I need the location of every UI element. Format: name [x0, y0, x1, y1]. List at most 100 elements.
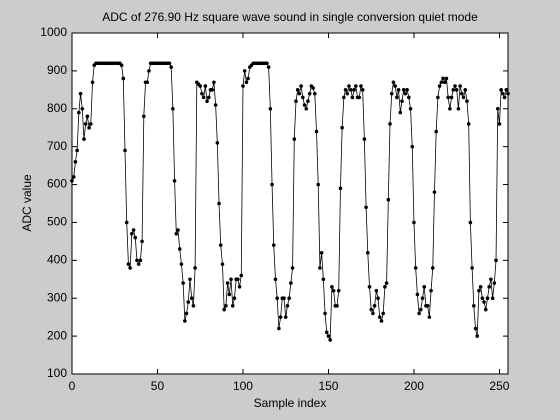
data-point — [212, 80, 216, 85]
data-point — [183, 319, 187, 323]
data-point — [177, 247, 182, 251]
data-point — [73, 160, 78, 164]
data-point — [492, 281, 497, 285]
data-point — [330, 285, 334, 289]
x-axis-label: Sample index — [254, 396, 327, 410]
data-point — [277, 326, 281, 331]
data-point — [307, 91, 312, 96]
data-point — [145, 80, 150, 85]
data-point — [304, 106, 309, 111]
data-point — [478, 285, 483, 289]
data-point — [407, 95, 411, 100]
data-point — [475, 334, 480, 338]
data-point — [470, 266, 474, 270]
data-point — [179, 262, 184, 266]
data-point — [289, 281, 293, 285]
data-point — [427, 315, 432, 319]
data-point — [314, 129, 319, 134]
y-tick-label: 700 — [47, 139, 67, 153]
data-point — [229, 277, 233, 282]
data-point — [396, 88, 401, 92]
data-point — [350, 95, 355, 100]
data-point — [391, 80, 396, 85]
data-point — [285, 304, 290, 308]
data-point — [295, 88, 300, 92]
data-point — [169, 65, 173, 69]
data-point — [465, 99, 469, 103]
data-point — [352, 88, 356, 92]
data-point — [365, 250, 370, 255]
data-point — [393, 84, 397, 88]
data-point — [439, 80, 444, 85]
data-point — [75, 148, 79, 153]
data-point — [410, 144, 415, 149]
data-point — [265, 61, 269, 66]
data-point — [434, 129, 438, 134]
data-point — [388, 122, 392, 126]
y-axis-label: ADC value — [20, 174, 34, 232]
data-point — [482, 300, 486, 304]
chart-title: ADC of 276.90 Hz square wave sound in si… — [102, 10, 478, 24]
data-point — [466, 122, 471, 126]
data-point — [312, 91, 317, 96]
data-point — [495, 106, 500, 111]
data-point — [236, 277, 240, 282]
x-tick-label: 250 — [489, 379, 509, 393]
data-point — [128, 266, 132, 270]
data-point — [290, 266, 295, 270]
data-point — [239, 273, 244, 278]
data-point — [453, 84, 457, 88]
y-tick-label: 900 — [47, 63, 67, 77]
data-point — [186, 300, 191, 304]
y-tick-label: 1000 — [40, 25, 67, 39]
data-point — [326, 334, 331, 338]
data-point — [77, 110, 81, 115]
x-tick-label: 0 — [69, 379, 76, 393]
data-point — [206, 95, 211, 100]
data-point — [473, 326, 478, 331]
data-point — [83, 122, 88, 126]
data-point — [338, 186, 343, 191]
data-point — [379, 319, 384, 323]
data-point — [432, 190, 437, 194]
data-point — [446, 95, 450, 100]
data-point — [354, 84, 358, 88]
data-point — [487, 285, 491, 289]
data-point — [126, 262, 131, 266]
data-point — [283, 315, 288, 319]
data-point — [422, 285, 427, 289]
data-point — [497, 122, 502, 126]
data-point — [400, 99, 404, 103]
data-point — [494, 258, 498, 263]
data-point — [490, 296, 495, 301]
data-point — [477, 288, 481, 293]
data-point — [451, 88, 456, 92]
data-point — [448, 106, 452, 111]
data-line — [71, 62, 509, 341]
data-point — [278, 315, 283, 319]
data-point — [85, 114, 90, 119]
data-point — [420, 296, 425, 301]
data-point — [193, 266, 197, 270]
data-point — [415, 292, 420, 297]
data-point — [485, 296, 490, 301]
data-point — [174, 232, 179, 236]
data-point — [456, 106, 461, 111]
data-point — [268, 106, 273, 111]
data-point — [328, 338, 332, 342]
data-point — [318, 266, 322, 270]
data-point — [336, 288, 341, 293]
data-point — [386, 197, 391, 202]
data-point — [504, 88, 509, 92]
data-point — [430, 266, 435, 270]
data-point — [299, 84, 303, 88]
data-point — [412, 220, 416, 225]
data-point — [381, 311, 385, 316]
data-point — [237, 285, 242, 289]
plot-area — [72, 33, 508, 374]
y-tick-label: 200 — [47, 328, 67, 342]
data-point — [89, 122, 93, 126]
data-point — [198, 84, 203, 88]
data-point — [142, 114, 146, 119]
